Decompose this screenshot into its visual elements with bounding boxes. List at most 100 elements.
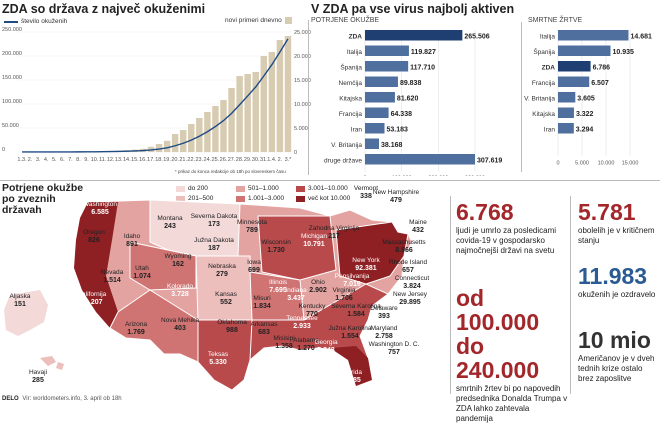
chart1-xtick: 3. <box>36 157 41 163</box>
bar <box>365 139 379 150</box>
chart1-xtick: 21. <box>179 157 187 163</box>
state-value-label: 9.585 <box>343 377 361 384</box>
chart1-xtick: 10. <box>91 157 99 163</box>
chart1-ytick-left: 100.000 <box>2 99 22 105</box>
state-value-label: 10.791 <box>303 241 325 248</box>
stat-forecast-value-1: od 100.000 <box>456 286 568 334</box>
chart2-svg: 0100.000200.000300.000ZDA265.506Italija1… <box>309 24 521 176</box>
state-value-label: 5.348 <box>317 347 335 354</box>
bar-value-label: 3.322 <box>576 111 594 118</box>
stat-critical-value: 5.781 <box>578 200 658 224</box>
chart1-ytick-left: 50.000 <box>2 123 19 129</box>
stat-unemployed-text: Američanov je v dveh tednih krize ostalo… <box>578 354 658 384</box>
bar <box>365 61 408 72</box>
state-name-label: Misisipi <box>273 335 294 342</box>
state-name-label: Washington D. C. <box>369 341 420 348</box>
stat-forecast-text: smrtnih žrtev bi po napovedih predsednik… <box>456 384 568 424</box>
bar-value-label: 89.838 <box>400 80 422 87</box>
chart2-title: V ZDA pa vse virus najbolj aktiven <box>311 2 514 16</box>
chart1-xtick: 30. <box>252 157 260 163</box>
bar-xtick: 10.000 <box>598 161 615 167</box>
bar-xtick: 15.000 <box>622 161 639 167</box>
bar-category-label: Francija <box>339 111 363 118</box>
state-value-label: 1.358 <box>275 343 293 350</box>
state-value-label: 1.834 <box>253 303 271 310</box>
bar-category-label: Španija <box>340 63 362 72</box>
chart1-bar <box>172 134 178 152</box>
state-value-label: 279 <box>216 271 228 278</box>
state-name-label: Minnesota <box>237 219 267 226</box>
state-value-label: 1.554 <box>341 333 359 340</box>
bar <box>558 108 574 119</box>
state-value-label: 789 <box>246 227 258 234</box>
stat-unemployed: 10 mio Američanov je v dveh tednih krize… <box>578 328 658 384</box>
state-name-label: Pensilvanija <box>335 273 370 280</box>
state-value-label: 187 <box>208 245 220 252</box>
stat-critical-text: obolelih je v kritičnem stanju <box>578 226 658 246</box>
state-value-label: 479 <box>390 197 402 204</box>
credit-logo: DELO <box>2 396 19 402</box>
us-map: Washington6.585Oregon826Idaho891Montana2… <box>0 180 450 395</box>
chart1-xtick: 26. <box>220 157 228 163</box>
bar <box>365 77 398 88</box>
bar-category-label: Italija <box>540 34 556 41</box>
state-value-label: 1.270 <box>297 345 315 352</box>
state-value-label: 3.824 <box>403 283 421 290</box>
state-value-label: 151 <box>14 301 26 308</box>
chart1-bar <box>236 76 242 152</box>
chart1-xtick: 2. <box>278 157 283 163</box>
state-value-label: 699 <box>248 267 260 274</box>
state-name-label: Oklahoma <box>217 319 247 326</box>
state-name-label: Montana <box>157 215 183 222</box>
chart1-bar <box>244 74 250 152</box>
chart1-bar <box>180 130 186 152</box>
state-name-label: Wisconsin <box>261 239 291 246</box>
state-value-label: 1.730 <box>267 247 285 254</box>
chart1-xtick: 28. <box>236 157 244 163</box>
bar-value-label: 265.506 <box>464 34 489 41</box>
stat-forecast-value-2: do 240.000 <box>456 334 568 382</box>
chart1-xtick: 3.* <box>285 157 293 163</box>
chart1-xtick: 14. <box>123 157 131 163</box>
state-value-label: 757 <box>388 349 400 356</box>
stat-recovered-text: okuženih je ozdravelo <box>578 290 658 300</box>
state-value-label: 243 <box>164 223 176 230</box>
state-name-label: Delaware <box>370 305 398 312</box>
chart1-ytick-left: 200.000 <box>2 51 22 57</box>
state-name-label: Utah <box>135 265 149 272</box>
bar-xtick: 0 <box>556 161 559 167</box>
state-name-label: Virginija <box>332 287 355 294</box>
bar-value-label: 6.786 <box>593 65 611 72</box>
state-name-label: New Hampshire <box>373 189 420 196</box>
bar-value-label: 64.338 <box>391 111 413 118</box>
bar-category-label: Iran <box>544 127 556 134</box>
state-value-label: 162 <box>172 261 184 268</box>
chart3-subtitle: SMRTNE ŽRTVE <box>528 17 582 24</box>
state-name-label: Kentucky <box>299 303 326 310</box>
chart1-xtick: 1.3. <box>17 157 27 163</box>
bar-category-label: Francija <box>532 80 556 87</box>
bar <box>365 30 462 41</box>
chart1-xtick: 8. <box>76 157 81 163</box>
bar-value-label: 53.183 <box>387 127 409 134</box>
chart1-footnote: * prikaz do konca redakcije ob 18h po sl… <box>175 169 286 174</box>
bar-category-label: Nemčija <box>339 80 363 87</box>
state-value-label: 9.150 <box>259 363 277 370</box>
state-name-label: Kalifornija <box>78 291 107 298</box>
chart1-xtick: 2. <box>28 157 33 163</box>
chart1-bar <box>285 36 291 152</box>
state-value-label: 988 <box>226 327 238 334</box>
state-value-label: 2.933 <box>293 323 311 330</box>
state-value-label: 683 <box>258 329 270 336</box>
state-value-label: 8.966 <box>395 247 413 254</box>
state-value-label: 432 <box>412 227 424 234</box>
chart1-xtick: 27. <box>228 157 236 163</box>
chart1-xtick: 7. <box>68 157 73 163</box>
chart1-xtick: 24. <box>204 157 212 163</box>
legend-bar-label: novi primeri dnevno <box>225 17 282 24</box>
state-value-label: 403 <box>174 325 186 332</box>
state-value-label: 173 <box>208 221 220 228</box>
chart1-xtick: 29. <box>244 157 252 163</box>
state-name-label: Georgia <box>314 339 338 346</box>
